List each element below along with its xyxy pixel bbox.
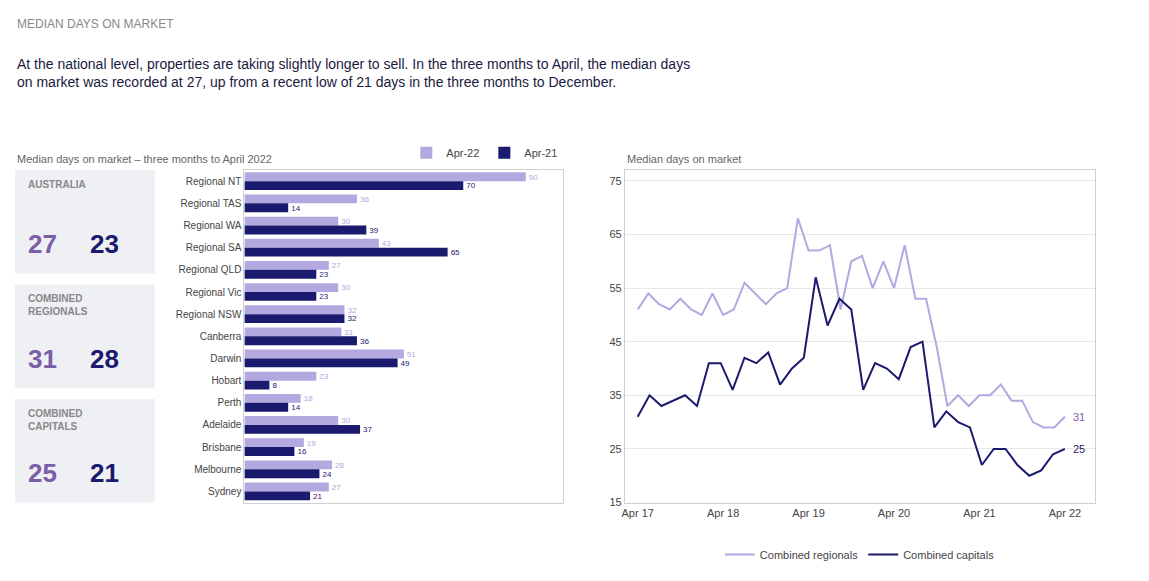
svg-text:MEDIAN DAYS ON MARKET: MEDIAN DAYS ON MARKET xyxy=(17,17,174,31)
svg-text:Regional NT: Regional NT xyxy=(186,176,242,187)
svg-text:32: 32 xyxy=(347,306,356,315)
svg-text:Adelaide: Adelaide xyxy=(202,419,241,430)
svg-text:Apr 19: Apr 19 xyxy=(792,507,824,519)
svg-text:36: 36 xyxy=(360,337,369,346)
svg-text:75: 75 xyxy=(609,175,621,187)
svg-text:70: 70 xyxy=(466,181,475,190)
svg-text:37: 37 xyxy=(363,425,372,434)
svg-text:Apr-22: Apr-22 xyxy=(446,147,479,159)
svg-text:27: 27 xyxy=(332,261,341,270)
svg-text:32: 32 xyxy=(347,314,356,323)
svg-text:35: 35 xyxy=(609,389,621,401)
svg-text:COMBINEDCAPITALS: COMBINEDCAPITALS xyxy=(28,408,82,432)
svg-text:COMBINEDREGIONALS: COMBINEDREGIONALS xyxy=(28,293,88,317)
svg-text:27: 27 xyxy=(28,229,57,259)
svg-text:Regional Vic: Regional Vic xyxy=(185,287,241,298)
svg-text:Apr 21: Apr 21 xyxy=(963,507,995,519)
svg-text:21: 21 xyxy=(313,492,322,501)
svg-text:27: 27 xyxy=(332,483,341,492)
svg-text:Melbourne: Melbourne xyxy=(194,464,242,475)
svg-text:25: 25 xyxy=(28,458,57,488)
svg-text:23: 23 xyxy=(319,270,328,279)
svg-text:Hobart: Hobart xyxy=(211,375,241,386)
svg-text:16: 16 xyxy=(297,447,306,456)
svg-text:Median days on market: Median days on market xyxy=(627,153,741,165)
svg-text:AUSTRALIA: AUSTRALIA xyxy=(28,179,86,190)
svg-text:65: 65 xyxy=(451,248,460,257)
svg-text:30: 30 xyxy=(341,217,350,226)
svg-text:31: 31 xyxy=(28,344,57,374)
svg-text:23: 23 xyxy=(90,229,119,259)
svg-text:Brisbane: Brisbane xyxy=(202,442,242,453)
svg-text:Regional NSW: Regional NSW xyxy=(176,309,242,320)
svg-text:24: 24 xyxy=(322,470,331,479)
svg-text:19: 19 xyxy=(307,439,316,448)
svg-text:28: 28 xyxy=(90,344,119,374)
svg-text:Regional WA: Regional WA xyxy=(183,220,241,231)
svg-text:23: 23 xyxy=(319,372,328,381)
svg-text:30: 30 xyxy=(341,283,350,292)
svg-text:Sydney: Sydney xyxy=(208,486,241,497)
svg-text:43: 43 xyxy=(382,239,391,248)
svg-text:21: 21 xyxy=(90,458,119,488)
svg-text:23: 23 xyxy=(319,292,328,301)
svg-text:31: 31 xyxy=(1073,411,1085,423)
svg-text:25: 25 xyxy=(609,443,621,455)
svg-text:51: 51 xyxy=(407,350,416,359)
svg-text:31: 31 xyxy=(344,328,353,337)
svg-text:65: 65 xyxy=(609,228,621,240)
svg-text:Median days on market – three: Median days on market – three months to … xyxy=(17,153,272,165)
svg-text:14: 14 xyxy=(291,204,300,213)
svg-text:Regional QLD: Regional QLD xyxy=(179,264,242,275)
svg-text:Apr 17: Apr 17 xyxy=(621,507,653,519)
svg-text:Apr-21: Apr-21 xyxy=(524,147,557,159)
svg-text:Regional TAS: Regional TAS xyxy=(181,198,242,209)
svg-text:14: 14 xyxy=(291,403,300,412)
svg-text:Combined regionals: Combined regionals xyxy=(760,549,858,561)
svg-text:90: 90 xyxy=(529,173,538,182)
svg-text:Darwin: Darwin xyxy=(210,353,241,364)
svg-text:At the national level, propert: At the national level, properties are ta… xyxy=(17,56,690,90)
svg-text:8: 8 xyxy=(272,381,277,390)
svg-text:Canberra: Canberra xyxy=(200,331,242,342)
svg-text:45: 45 xyxy=(609,336,621,348)
svg-text:Apr 20: Apr 20 xyxy=(878,507,910,519)
svg-text:25: 25 xyxy=(1073,443,1085,455)
svg-text:Combined capitals: Combined capitals xyxy=(903,549,994,561)
svg-text:Regional SA: Regional SA xyxy=(186,242,242,253)
svg-text:49: 49 xyxy=(401,359,410,368)
svg-text:39: 39 xyxy=(369,226,378,235)
svg-text:28: 28 xyxy=(335,461,344,470)
svg-text:15: 15 xyxy=(609,496,621,508)
svg-text:Perth: Perth xyxy=(217,397,241,408)
svg-text:18: 18 xyxy=(304,394,313,403)
svg-text:30: 30 xyxy=(341,416,350,425)
svg-text:Apr 22: Apr 22 xyxy=(1049,507,1081,519)
svg-text:55: 55 xyxy=(609,282,621,294)
svg-text:Apr 18: Apr 18 xyxy=(707,507,739,519)
svg-text:36: 36 xyxy=(360,195,369,204)
